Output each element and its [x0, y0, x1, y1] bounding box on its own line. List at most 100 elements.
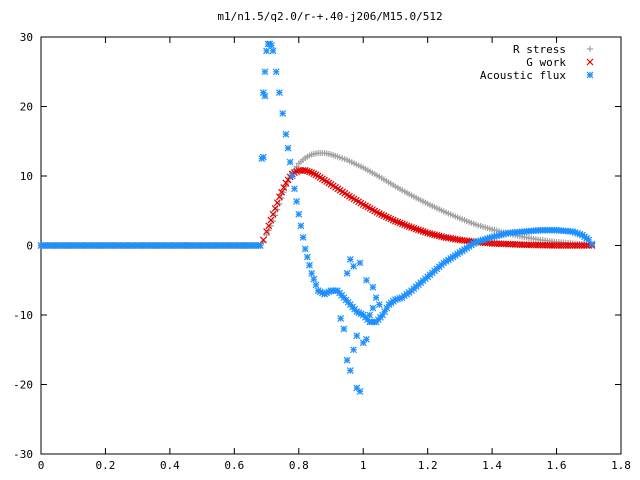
data-point — [303, 253, 311, 261]
data-point — [280, 184, 288, 192]
data-point — [272, 68, 280, 76]
data-point — [415, 226, 422, 234]
data-point — [273, 199, 281, 207]
series-g-work — [37, 167, 596, 249]
x-tick-label: 1.4 — [482, 459, 502, 472]
x-tick-label: 1.6 — [547, 459, 567, 472]
data-point — [265, 222, 273, 230]
data-point — [350, 262, 357, 270]
legend-marker — [587, 46, 593, 52]
data-point — [286, 158, 294, 166]
data-point — [265, 227, 272, 234]
data-point — [412, 225, 420, 233]
data-point — [369, 283, 377, 291]
data-point — [259, 153, 267, 161]
series-acoustic-flux — [37, 40, 596, 395]
data-point — [276, 193, 283, 201]
data-point — [417, 227, 425, 235]
data-point — [259, 236, 267, 244]
x-tick-label: 1 — [360, 459, 367, 472]
data-point — [343, 356, 351, 364]
data-point — [269, 210, 277, 218]
data-point — [279, 110, 287, 117]
data-point — [267, 41, 275, 49]
data-point — [288, 172, 296, 180]
legend-label: Acoustic flux — [480, 69, 566, 82]
chart-title: m1/n1.5/q2.0/r-+.40-j206/M15.0/512 — [217, 10, 442, 23]
data-point — [343, 269, 351, 277]
data-point — [263, 232, 270, 239]
data-point — [356, 259, 364, 267]
data-point — [308, 269, 316, 277]
axes: 0 0.2 0.4 0.6 0.8 1 1.2 1.4 1.6 1.8 30 20 10 0 -10 -20 -… — [13, 31, 631, 472]
y-tick-label: 20 — [20, 101, 33, 114]
data-point — [337, 315, 345, 322]
data-point — [299, 233, 307, 241]
data-point — [340, 325, 348, 333]
x-tick-label: 1.8 — [611, 459, 631, 472]
data-point — [585, 236, 593, 244]
data-point — [271, 205, 279, 212]
data-point — [346, 255, 354, 263]
data-point — [276, 89, 283, 97]
data-point — [295, 210, 303, 218]
x-tick-label: 0 — [38, 459, 45, 472]
data-point — [282, 130, 290, 138]
data-point — [276, 200, 283, 207]
data-point — [263, 228, 270, 236]
data-point — [272, 212, 279, 219]
data-point — [310, 275, 318, 283]
data-point — [270, 218, 276, 225]
data-point — [353, 384, 361, 392]
y-tick-label: -20 — [13, 379, 33, 392]
data-point — [306, 168, 313, 176]
data-point — [291, 185, 298, 193]
data-point — [261, 68, 269, 76]
data-point — [312, 281, 320, 289]
data-point — [269, 47, 277, 55]
data-point — [306, 261, 313, 269]
data-point — [583, 242, 590, 249]
y-tick-label: 0 — [26, 240, 33, 253]
data-point — [303, 167, 311, 175]
data-point — [588, 240, 596, 248]
data-point — [256, 242, 264, 249]
data-point — [408, 224, 415, 231]
x-tick-label: 0.8 — [289, 459, 309, 472]
data-point — [263, 47, 270, 55]
data-point — [353, 332, 361, 340]
x-tick-label: 0.4 — [160, 459, 180, 472]
data-point — [297, 222, 305, 230]
data-point — [301, 167, 309, 174]
data-point — [274, 206, 281, 213]
legend-label: G work — [526, 56, 566, 69]
data-point — [372, 294, 380, 302]
data-point — [301, 245, 309, 253]
data-point — [369, 304, 377, 312]
data-point — [278, 188, 286, 196]
x-tick-label: 0.2 — [96, 459, 116, 472]
data-point — [363, 276, 370, 284]
y-tick-label: -10 — [13, 309, 33, 322]
x-tick-label: 1.2 — [418, 459, 438, 472]
data-point — [293, 198, 301, 205]
legend-marker — [586, 58, 594, 66]
data-point — [375, 301, 383, 308]
data-point — [267, 216, 275, 224]
series — [37, 40, 596, 395]
legend-label: R stress — [513, 43, 566, 56]
data-point — [346, 367, 354, 375]
data-point — [410, 224, 418, 232]
data-point — [366, 311, 374, 319]
data-point — [261, 92, 269, 100]
legend-marker — [586, 71, 594, 79]
data-point — [278, 195, 285, 202]
y-tick-label: -30 — [13, 448, 33, 461]
data-point — [363, 335, 370, 343]
data-point — [282, 183, 289, 190]
y-tick-label: 30 — [20, 31, 33, 44]
data-point — [419, 227, 427, 235]
data-point — [350, 346, 357, 354]
